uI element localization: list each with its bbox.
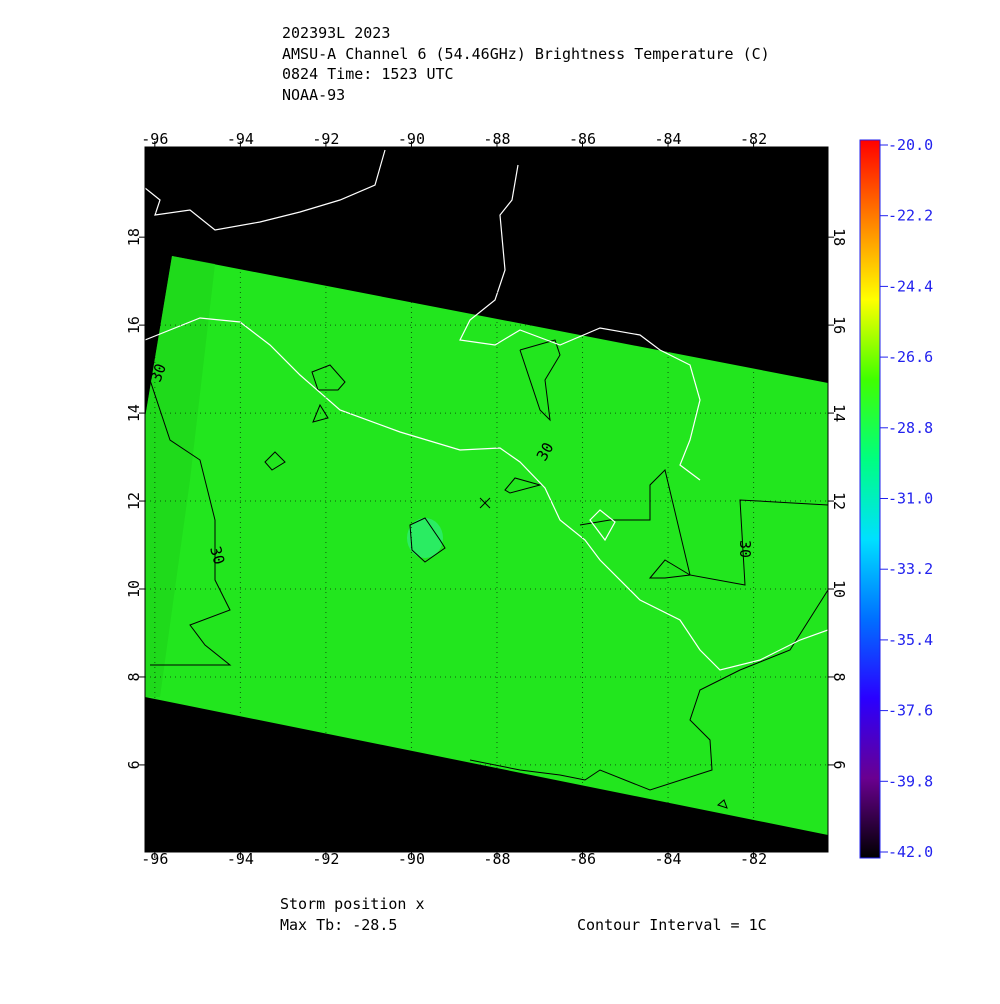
x-tick-label: -96 xyxy=(141,130,168,148)
colorbar-label: -26.6 xyxy=(888,348,933,366)
title-line: AMSU-A Channel 6 (54.46GHz) Brightness T… xyxy=(282,45,770,63)
contour-interval: Contour Interval = 1C xyxy=(577,916,767,934)
storm-marker xyxy=(479,497,491,509)
contour xyxy=(312,403,329,423)
x-tick-label: -94 xyxy=(227,850,254,868)
colorbar-label: -35.4 xyxy=(888,631,933,649)
x-tick-label: -88 xyxy=(483,850,510,868)
y-tick-label: 18 xyxy=(125,228,143,246)
x-tick-label: -96 xyxy=(141,850,168,868)
max-tb: Max Tb: -28.5 xyxy=(280,916,397,934)
coastline xyxy=(145,149,828,671)
swath-edge xyxy=(145,256,215,697)
contour-label: 30 xyxy=(206,544,228,566)
colorbar: -20.0 -22.2 -24.4 -26.6 -28.8 -31.0 -33.2 -35.4… xyxy=(859,136,933,861)
x-tick-label: -90 xyxy=(398,850,425,868)
colorbar-label: -20.0 xyxy=(888,136,933,154)
contour xyxy=(469,589,828,791)
x-tick-label: -86 xyxy=(569,130,596,148)
colorbar-label: -28.8 xyxy=(888,419,933,437)
y-tick-label: 16 xyxy=(830,316,848,334)
x-tick-label: -84 xyxy=(655,130,682,148)
contour xyxy=(409,517,446,563)
y-tick-label: 10 xyxy=(125,580,143,598)
x-tick-label: -82 xyxy=(740,130,767,148)
y-tick-label: 6 xyxy=(830,760,848,769)
y-tick-label: 18 xyxy=(830,228,848,246)
coast xyxy=(589,509,616,542)
colorbar-label: -22.2 xyxy=(888,207,933,225)
x-tick-label: -92 xyxy=(312,850,339,868)
title-line: 0824 Time: 1523 UTC xyxy=(282,65,454,83)
title-line: 202393L 2023 xyxy=(282,24,390,42)
contour xyxy=(264,451,286,471)
map-frame xyxy=(144,146,829,853)
y-tick-label: 8 xyxy=(830,672,848,681)
contour-label: 30 xyxy=(147,361,170,384)
x-tick-label: -86 xyxy=(569,850,596,868)
swath-fill xyxy=(145,256,828,835)
y-tick-label: 12 xyxy=(125,492,143,510)
storm-note: Storm position x xyxy=(280,895,425,913)
colorbar-label: -33.2 xyxy=(888,560,933,578)
footer: Storm position x Max Tb: -28.5 Contour I… xyxy=(280,895,767,934)
contours xyxy=(149,339,828,809)
map: 30 30 30 30 xyxy=(144,146,829,853)
contour xyxy=(716,799,728,809)
contour xyxy=(149,379,232,666)
header: 202393L 2023 AMSU-A Channel 6 (54.46GHz)… xyxy=(282,24,770,104)
y-tick-label: 12 xyxy=(830,492,848,510)
y-tick-label: 10 xyxy=(830,580,848,598)
y-tick-label: 8 xyxy=(125,672,143,681)
y-tick-label: 14 xyxy=(830,404,848,422)
x-tick-label: -82 xyxy=(740,850,767,868)
coast xyxy=(145,149,386,231)
coast xyxy=(145,317,828,671)
cold-spot xyxy=(407,518,443,558)
x-tick-label: -92 xyxy=(312,130,339,148)
colorbar-label: -37.6 xyxy=(888,702,933,720)
storm-x xyxy=(479,497,491,509)
colorbar-label: -42.0 xyxy=(888,843,933,861)
colorbar-label: -39.8 xyxy=(888,772,933,790)
colorbar-label: -24.4 xyxy=(888,277,933,295)
title-line: NOAA-93 xyxy=(282,86,345,104)
y-tick-label: 16 xyxy=(125,316,143,334)
x-tick-label: -88 xyxy=(483,130,510,148)
contour xyxy=(311,364,346,391)
x-tick-label: -94 xyxy=(227,130,254,148)
x-tick-label: -84 xyxy=(655,850,682,868)
colorbar-label: -31.0 xyxy=(888,490,933,508)
coast xyxy=(459,164,701,481)
contour xyxy=(504,477,542,494)
y-tick-label: 14 xyxy=(125,404,143,422)
colorbar-gradient xyxy=(859,139,881,859)
contour xyxy=(579,469,828,586)
contour xyxy=(519,339,561,422)
contour-label: 30 xyxy=(736,540,754,558)
y-tick-label: 6 xyxy=(125,760,143,769)
swath: 30 30 30 30 xyxy=(145,147,828,852)
contour xyxy=(648,559,692,579)
x-tick-label: -90 xyxy=(398,130,425,148)
